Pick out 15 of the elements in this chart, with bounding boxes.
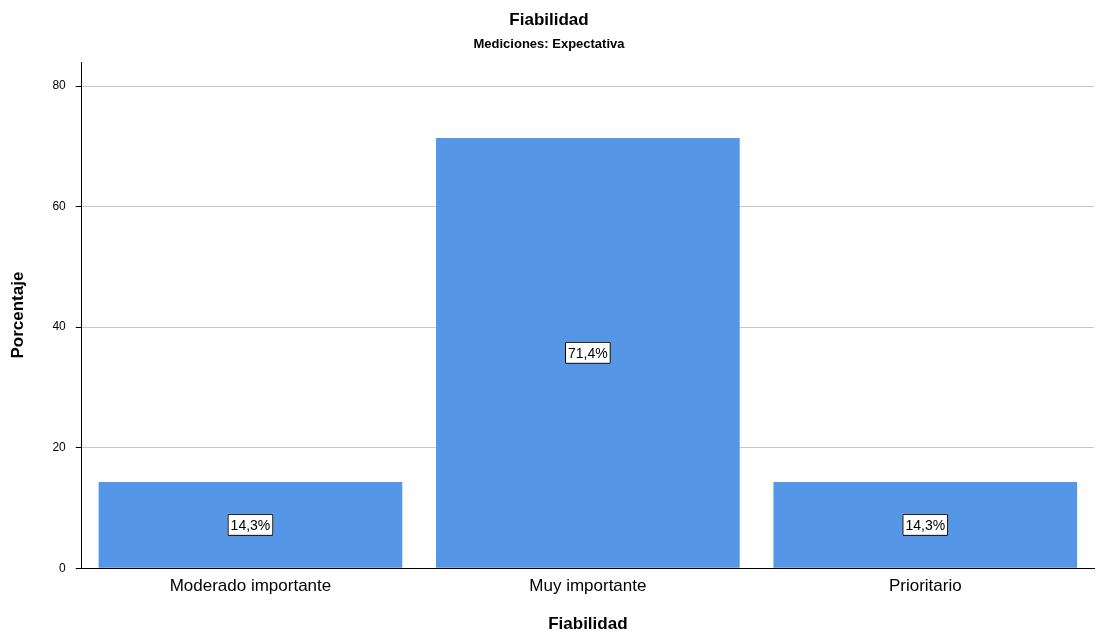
x-tick-label: Prioritario: [888, 576, 962, 596]
chart-subtitle: Mediciones: Expectativa: [473, 35, 626, 51]
y-tick-label: 40: [52, 319, 67, 334]
data-label: 14,3%: [905, 516, 946, 533]
chart-title: Fiabilidad: [509, 9, 589, 29]
y-axis-title: Porcentaje: [7, 271, 27, 359]
x-axis-title: Fiabilidad: [548, 614, 628, 634]
data-label: 71,4%: [568, 344, 608, 361]
y-tick-label: 0: [59, 560, 67, 575]
y-tick-label: 80: [52, 78, 67, 93]
x-tick-label: Moderado importante: [169, 576, 332, 596]
y-tick-label: 60: [52, 198, 67, 213]
x-tick-label: Muy importante: [529, 576, 647, 596]
y-tick-label: 20: [52, 439, 67, 454]
data-label: 14,3%: [230, 516, 271, 533]
